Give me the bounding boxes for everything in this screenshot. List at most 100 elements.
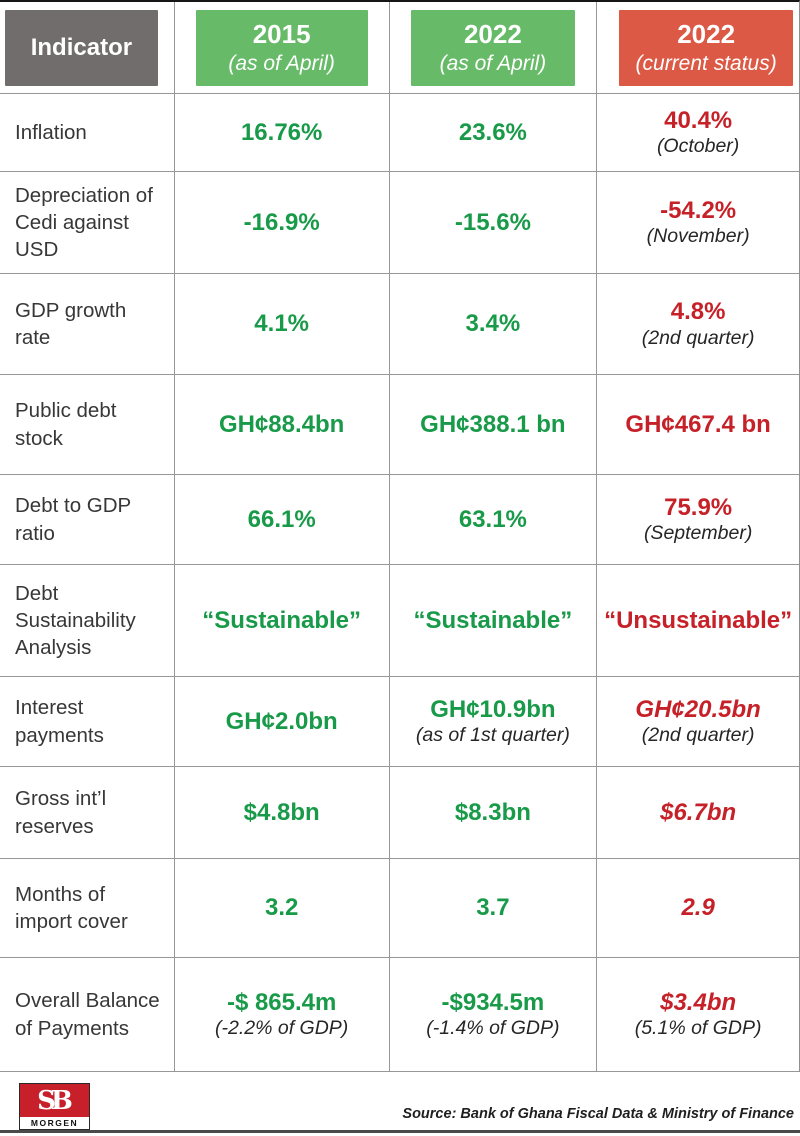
row-label: Interest payments xyxy=(0,677,175,766)
cell-value: 23.6% xyxy=(458,118,527,146)
cell-subnote: (5.1% of GDP) xyxy=(634,1017,762,1040)
cell-2022-current: 4.8% (2nd quarter) xyxy=(597,274,799,374)
row-label: Depreciation of Cedi against USD xyxy=(0,172,175,273)
cell-2015: GH¢2.0bn xyxy=(175,677,390,766)
cell-value: 66.1% xyxy=(247,505,316,533)
cell-2022-april: GH¢388.1 bn xyxy=(390,375,598,474)
table-row-inflation: Inflation 16.76% 23.6% 40.4% (October) xyxy=(0,94,799,172)
cell-value: GH¢388.1 bn xyxy=(420,410,566,438)
header-cell-2015: 2015 (as of April) xyxy=(175,2,390,93)
table-row-cedi-depreciation: Depreciation of Cedi against USD -16.9% … xyxy=(0,172,799,274)
header-subtitle: (current status) xyxy=(635,51,777,75)
cell-value: “Sustainable” xyxy=(202,606,362,634)
header-box-indicator: Indicator xyxy=(5,10,158,86)
cell-value: $6.7bn xyxy=(660,798,737,826)
cell-2022-current: “Unsustainable” xyxy=(597,565,799,676)
table-row-gdp-growth: GDP growth rate 4.1% 3.4% 4.8% (2nd quart… xyxy=(0,274,799,375)
table-row-balance-of-payments: Overall Balance of Payments -$ 865.4m (-2… xyxy=(0,958,799,1072)
cell-2022-april: $8.3bn xyxy=(390,767,598,858)
cell-value: 75.9% xyxy=(664,493,733,521)
cell-value: GH¢20.5bn xyxy=(635,695,761,723)
indicators-table: Indicator 2015 (as of April) 2022 (as of… xyxy=(0,0,800,1072)
cell-2015: GH¢88.4bn xyxy=(175,375,390,474)
table-row-import-cover: Months of import cover 3.2 3.7 2.9 xyxy=(0,859,799,958)
cell-value: GH¢88.4bn xyxy=(218,410,345,438)
cell-2022-current: $6.7bn xyxy=(597,767,799,858)
cell-value: $4.8bn xyxy=(243,798,320,826)
header-title: Indicator xyxy=(30,33,133,61)
cell-2022-april: -$934.5m (-1.4% of GDP) xyxy=(390,958,598,1071)
row-label: Debt Sustainability Analysis xyxy=(0,565,175,676)
table-header-row: Indicator 2015 (as of April) 2022 (as of… xyxy=(0,2,799,94)
cell-2022-current: $3.4bn (5.1% of GDP) xyxy=(597,958,799,1071)
cell-value: 4.8% xyxy=(670,298,726,325)
cell-value: -54.2% xyxy=(660,196,737,224)
cell-2015: -$ 865.4m (-2.2% of GDP) xyxy=(175,958,390,1071)
cell-value: 16.76% xyxy=(240,118,323,146)
cell-2022-current: 75.9% (September) xyxy=(597,475,799,564)
cell-2022-april: 3.4% xyxy=(390,274,598,374)
cell-2022-april: 63.1% xyxy=(390,475,598,564)
cell-subnote: (October) xyxy=(656,135,740,158)
source-credit: Source: Bank of Ghana Fiscal Data & Mini… xyxy=(402,1106,794,1122)
cell-2022-april: 23.6% xyxy=(390,94,598,171)
header-cell-2022-april: 2022 (as of April) xyxy=(390,2,598,93)
cell-value: GH¢467.4 bn xyxy=(625,410,771,438)
cell-subnote: (-1.4% of GDP) xyxy=(426,1017,560,1040)
row-label: Gross int’l reserves xyxy=(0,767,175,858)
row-label: GDP growth rate xyxy=(0,274,175,374)
header-cell-2022-current: 2022 (current status) xyxy=(597,2,799,93)
footer: SB MORGEN Source: Bank of Ghana Fiscal D… xyxy=(0,1072,800,1136)
logo-wordmark: MORGEN xyxy=(20,1117,89,1129)
cell-2022-current: GH¢467.4 bn xyxy=(597,375,799,474)
header-cell-indicator: Indicator xyxy=(0,2,175,93)
cell-value: 3.7 xyxy=(476,894,510,922)
cell-subnote: (2nd quarter) xyxy=(641,724,755,747)
header-box-2022-current: 2022 (current status) xyxy=(619,10,793,86)
table-row-debt-to-gdp: Debt to GDP ratio 66.1% 63.1% 75.9% (Sept… xyxy=(0,475,799,565)
header-subtitle: (as of April) xyxy=(228,51,335,75)
cell-value: 3.4% xyxy=(465,310,521,338)
cell-value: -15.6% xyxy=(454,208,531,236)
cell-2022-april: “Sustainable” xyxy=(390,565,598,676)
table-row-debt-sustainability: Debt Sustainability Analysis “Sustainabl… xyxy=(0,565,799,677)
cell-value: 3.2 xyxy=(264,894,299,922)
header-title: 2022 xyxy=(677,19,736,50)
row-label: Public debt stock xyxy=(0,375,175,474)
cell-2015: 16.76% xyxy=(175,94,390,171)
cell-value: “Unsustainable” xyxy=(604,606,793,634)
cell-2015: “Sustainable” xyxy=(175,565,390,676)
header-title: 2015 xyxy=(252,19,311,50)
cell-subnote: (September) xyxy=(643,522,753,545)
cell-subnote: (-2.2% of GDP) xyxy=(215,1017,349,1040)
row-label: Debt to GDP ratio xyxy=(0,475,175,564)
sb-monogram: SB xyxy=(20,1084,89,1117)
table-row-public-debt: Public debt stock GH¢88.4bn GH¢388.1 bn … xyxy=(0,375,799,475)
header-box-2022-april: 2022 (as of April) xyxy=(410,10,576,86)
cell-value: -16.9% xyxy=(243,208,320,236)
table-row-gross-reserves: Gross int’l reserves $4.8bn $8.3bn $6.7b… xyxy=(0,767,799,859)
cell-value: 4.1% xyxy=(254,310,309,338)
cell-2022-april: 3.7 xyxy=(390,859,598,957)
cell-2015: 4.1% xyxy=(175,274,390,374)
cell-2022-current: GH¢20.5bn (2nd quarter) xyxy=(597,677,799,766)
cell-subnote: (as of 1st quarter) xyxy=(415,724,570,747)
cell-value: 2.9 xyxy=(681,894,715,922)
row-label: Overall Balance of Payments xyxy=(0,958,175,1071)
cell-value: GH¢10.9bn xyxy=(430,695,556,723)
cell-2015: 3.2 xyxy=(175,859,390,957)
cell-value: $8.3bn xyxy=(454,798,531,826)
sb-morgen-logo: SB MORGEN xyxy=(19,1083,90,1130)
cell-2015: -16.9% xyxy=(175,172,390,273)
cell-2022-april: GH¢10.9bn (as of 1st quarter) xyxy=(390,677,598,766)
bottom-divider xyxy=(0,1130,800,1133)
header-title: 2022 xyxy=(463,19,522,50)
row-label: Months of import cover xyxy=(0,859,175,957)
cell-value: GH¢2.0bn xyxy=(225,707,338,735)
cell-value: 63.1% xyxy=(458,505,527,533)
cell-2015: $4.8bn xyxy=(175,767,390,858)
cell-subnote: (2nd quarter) xyxy=(641,326,755,349)
cell-subnote: (November) xyxy=(646,225,750,248)
cell-value: $3.4bn xyxy=(660,988,737,1016)
table-row-interest-payments: Interest payments GH¢2.0bn GH¢10.9bn (as … xyxy=(0,677,799,767)
